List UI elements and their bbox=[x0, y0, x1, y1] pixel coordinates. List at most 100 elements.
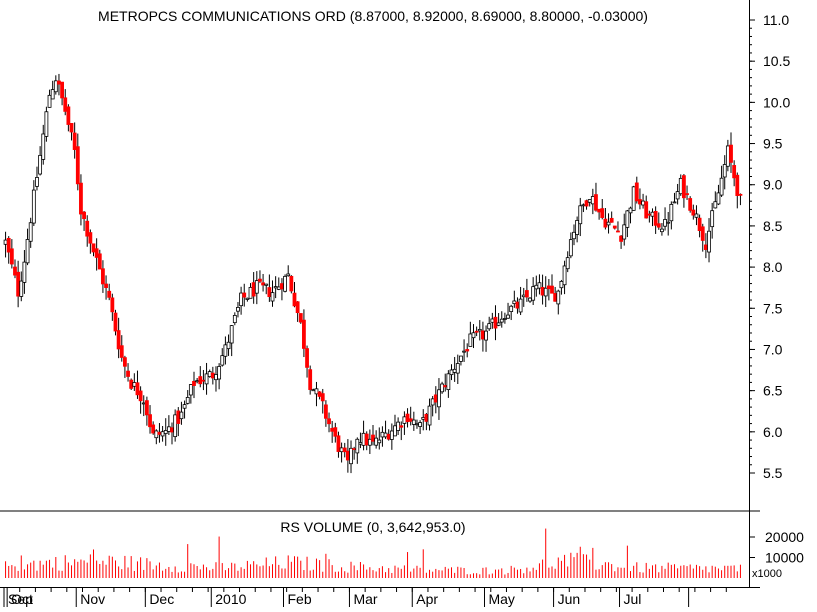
candle-body bbox=[528, 297, 532, 302]
candle-body bbox=[725, 145, 730, 167]
candle-body bbox=[575, 220, 580, 235]
candle-body bbox=[531, 286, 536, 301]
candle-body bbox=[399, 425, 404, 428]
candle-body bbox=[524, 290, 529, 298]
candle-body bbox=[427, 405, 432, 426]
candle-body bbox=[584, 200, 589, 207]
candle-body bbox=[518, 298, 523, 313]
candle-body bbox=[631, 186, 636, 211]
candle-body bbox=[612, 225, 617, 229]
candle-body bbox=[154, 430, 159, 439]
candle-body bbox=[628, 207, 633, 214]
candle-body bbox=[239, 292, 244, 307]
candle-body bbox=[91, 243, 96, 253]
candle-body bbox=[220, 355, 225, 366]
candle-body bbox=[512, 300, 517, 305]
candle-body bbox=[60, 81, 64, 99]
candle-body bbox=[330, 427, 335, 432]
x-tick-label: Nov bbox=[80, 591, 105, 607]
x-tick-label: Oct bbox=[11, 591, 33, 607]
candle-body bbox=[327, 418, 331, 425]
candle-body bbox=[722, 164, 727, 178]
candle-body bbox=[123, 357, 127, 367]
candle-body bbox=[258, 278, 262, 282]
candle-body bbox=[57, 80, 61, 85]
candle-body bbox=[619, 235, 623, 242]
y-tick-label: 11.0 bbox=[763, 12, 789, 28]
candle-body bbox=[669, 203, 674, 222]
candle-body bbox=[509, 305, 514, 312]
candle-body bbox=[188, 384, 193, 396]
x-tick-label: 2010 bbox=[215, 591, 246, 607]
candle-body bbox=[305, 348, 309, 368]
candle-body bbox=[402, 416, 407, 424]
candle-body bbox=[468, 333, 473, 347]
candle-body bbox=[496, 322, 501, 326]
candle-body bbox=[47, 94, 52, 108]
volume-tick-label: 20000 bbox=[765, 529, 804, 545]
candle-body bbox=[506, 314, 510, 319]
candle-body bbox=[223, 344, 228, 357]
candle-body bbox=[421, 417, 426, 420]
candle-body bbox=[192, 380, 196, 386]
candle-body bbox=[173, 414, 178, 438]
candle-body bbox=[735, 174, 740, 196]
candle-body bbox=[490, 318, 495, 323]
candle-body bbox=[217, 366, 222, 380]
candle-body bbox=[641, 200, 645, 206]
candle-body bbox=[97, 253, 102, 270]
candle-body bbox=[85, 220, 90, 237]
x-tick-label: Feb bbox=[287, 591, 311, 607]
candle-body bbox=[587, 199, 592, 203]
candle-body bbox=[283, 275, 287, 292]
candle-body bbox=[79, 182, 83, 215]
candle-body bbox=[499, 318, 504, 323]
candle-body bbox=[386, 433, 391, 440]
candle-body bbox=[430, 398, 435, 406]
candle-body bbox=[556, 290, 561, 305]
x-tick-label: Jul bbox=[624, 591, 642, 607]
candle-body bbox=[63, 97, 68, 112]
candle-body bbox=[440, 383, 444, 393]
candle-body bbox=[148, 414, 152, 428]
volume-series bbox=[5, 528, 741, 578]
candle-body bbox=[716, 192, 721, 205]
candle-body bbox=[31, 189, 36, 224]
candle-body bbox=[380, 431, 385, 438]
candle-body bbox=[729, 144, 733, 163]
x-tick-label: Mar bbox=[353, 591, 377, 607]
candle-body bbox=[638, 199, 642, 205]
candle-body bbox=[116, 330, 121, 350]
volume-chart-title: RS VOLUME (0, 3,642,953.0) bbox=[280, 519, 465, 535]
candle-body bbox=[210, 372, 215, 379]
candle-body bbox=[126, 370, 130, 377]
candle-body bbox=[650, 211, 655, 217]
candle-body bbox=[459, 355, 463, 362]
candle-body bbox=[471, 332, 476, 339]
candle-body bbox=[204, 373, 209, 385]
candle-body bbox=[543, 287, 548, 297]
candle-body bbox=[634, 182, 639, 202]
candle-body bbox=[371, 434, 375, 442]
candle-body bbox=[622, 224, 627, 240]
candle-body bbox=[682, 175, 686, 199]
candle-body bbox=[515, 301, 520, 309]
candle-body bbox=[377, 439, 382, 444]
candle-body bbox=[264, 283, 269, 286]
candle-body bbox=[163, 430, 168, 434]
candle-body bbox=[352, 448, 357, 451]
candle-body bbox=[568, 239, 573, 257]
candle-body bbox=[308, 369, 313, 390]
candle-body bbox=[738, 193, 743, 196]
candle-body bbox=[462, 350, 466, 353]
candle-body bbox=[672, 201, 677, 204]
candle-body bbox=[107, 290, 112, 298]
candle-body bbox=[606, 221, 611, 226]
candle-body bbox=[38, 154, 43, 175]
candle-body bbox=[207, 371, 212, 378]
candle-body bbox=[603, 218, 608, 228]
candle-body bbox=[317, 391, 322, 397]
x-tick-label: Sep bbox=[8, 591, 33, 607]
candle-body bbox=[691, 209, 696, 216]
